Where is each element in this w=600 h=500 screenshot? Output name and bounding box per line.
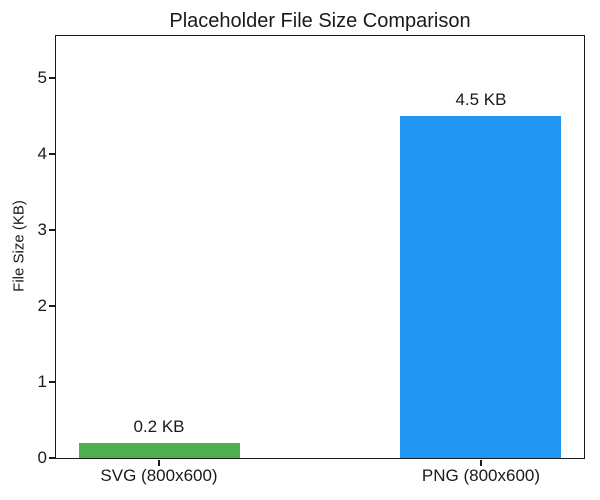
bar-value-label: 0.2 KB	[133, 416, 185, 436]
y-tick-mark	[49, 153, 56, 155]
y-tick-label: 3	[37, 219, 47, 239]
y-tick-mark	[49, 77, 56, 79]
chart-title: Placeholder File Size Comparison	[169, 10, 471, 32]
y-tick-label: 5	[37, 67, 47, 87]
x-tick-label: PNG (800x600)	[421, 466, 541, 485]
bar-png	[400, 115, 562, 458]
y-tick-label: 4	[37, 143, 47, 163]
bar-value-label: 4.5 KB	[455, 89, 507, 109]
x-tick-mark	[480, 459, 482, 466]
x-tick-mark	[158, 459, 160, 466]
x-tick-label: SVG (800x600)	[100, 466, 218, 485]
y-tick-mark	[49, 457, 56, 459]
y-tick-mark	[49, 305, 56, 307]
y-tick-mark	[49, 229, 56, 231]
bar-svg	[78, 442, 240, 458]
y-tick-label: 2	[37, 295, 47, 315]
y-tick-label: 1	[37, 371, 47, 391]
y-tick-mark	[49, 381, 56, 383]
y-tick-label: 0	[37, 448, 47, 467]
y-axis-label: File Size (KB)	[10, 200, 28, 292]
